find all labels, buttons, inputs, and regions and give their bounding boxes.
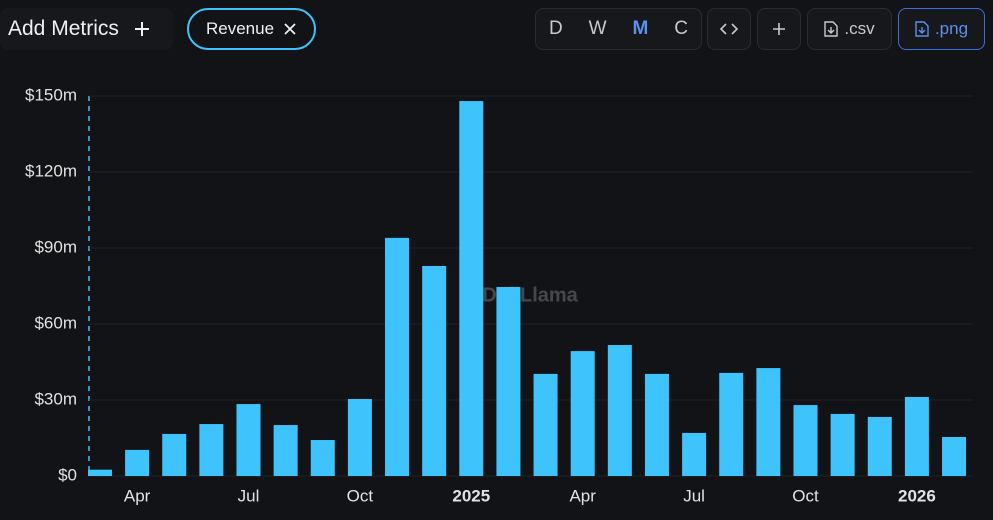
y-tick-label: $30m bbox=[34, 389, 77, 408]
bar bbox=[682, 432, 707, 476]
x-tick-label: Jul bbox=[683, 486, 705, 505]
add-metrics-label: Add Metrics bbox=[8, 17, 119, 40]
bar bbox=[942, 436, 967, 476]
bar bbox=[719, 372, 744, 476]
bar bbox=[793, 405, 818, 476]
x-tick-label: 2026 bbox=[898, 486, 936, 505]
csv-label: .csv bbox=[844, 19, 875, 38]
x-tick-label: 2025 bbox=[452, 486, 490, 505]
metric-label: Revenue bbox=[205, 19, 275, 38]
x-tick-label: Oct bbox=[347, 486, 374, 505]
download-icon bbox=[915, 21, 929, 37]
y-tick-label: $0 bbox=[58, 465, 77, 484]
code-icon bbox=[720, 23, 738, 35]
interval-option[interactable]: M bbox=[632, 18, 649, 39]
bar bbox=[162, 433, 187, 476]
y-tick-label: $120m bbox=[25, 161, 77, 180]
download-icon bbox=[824, 21, 839, 37]
bar bbox=[830, 413, 855, 476]
bar bbox=[87, 469, 112, 476]
bar bbox=[607, 345, 632, 476]
plus-icon bbox=[134, 22, 149, 36]
x-tick-label: Jul bbox=[238, 486, 260, 505]
bar bbox=[422, 265, 447, 476]
bar bbox=[273, 425, 298, 476]
interval-option[interactable]: C bbox=[674, 18, 689, 39]
bar bbox=[644, 373, 669, 476]
bar bbox=[347, 398, 372, 476]
x-tick-label: Oct bbox=[792, 486, 819, 505]
interval-option[interactable]: D bbox=[548, 18, 563, 39]
csv-button[interactable]: .csv bbox=[807, 8, 892, 50]
embed-button[interactable] bbox=[707, 8, 751, 50]
x-tick-label: Apr bbox=[569, 486, 596, 505]
metric-chip[interactable]: Revenue bbox=[187, 8, 316, 50]
bar bbox=[904, 396, 929, 476]
bar bbox=[533, 373, 558, 476]
y-tick-label: $150m bbox=[25, 85, 77, 104]
bar bbox=[199, 424, 224, 476]
bar bbox=[570, 351, 595, 476]
png-label: .png bbox=[934, 19, 969, 38]
add-metrics-button[interactable]: Add Metrics bbox=[0, 8, 173, 50]
bar bbox=[310, 440, 335, 476]
add-button[interactable] bbox=[757, 8, 801, 50]
bar bbox=[867, 416, 892, 476]
interval-option[interactable]: W bbox=[588, 18, 607, 39]
bar bbox=[236, 404, 261, 476]
y-tick-label: $90m bbox=[34, 237, 77, 256]
remove-icon[interactable] bbox=[283, 22, 297, 36]
bar bbox=[125, 449, 150, 476]
png-button[interactable]: .png bbox=[898, 8, 985, 50]
plus-icon bbox=[773, 23, 785, 35]
x-tick-label: Apr bbox=[124, 486, 151, 505]
bar bbox=[459, 101, 484, 477]
bar bbox=[496, 287, 521, 476]
bar bbox=[385, 237, 410, 476]
bar bbox=[756, 368, 781, 476]
y-tick-label: $60m bbox=[34, 313, 77, 332]
